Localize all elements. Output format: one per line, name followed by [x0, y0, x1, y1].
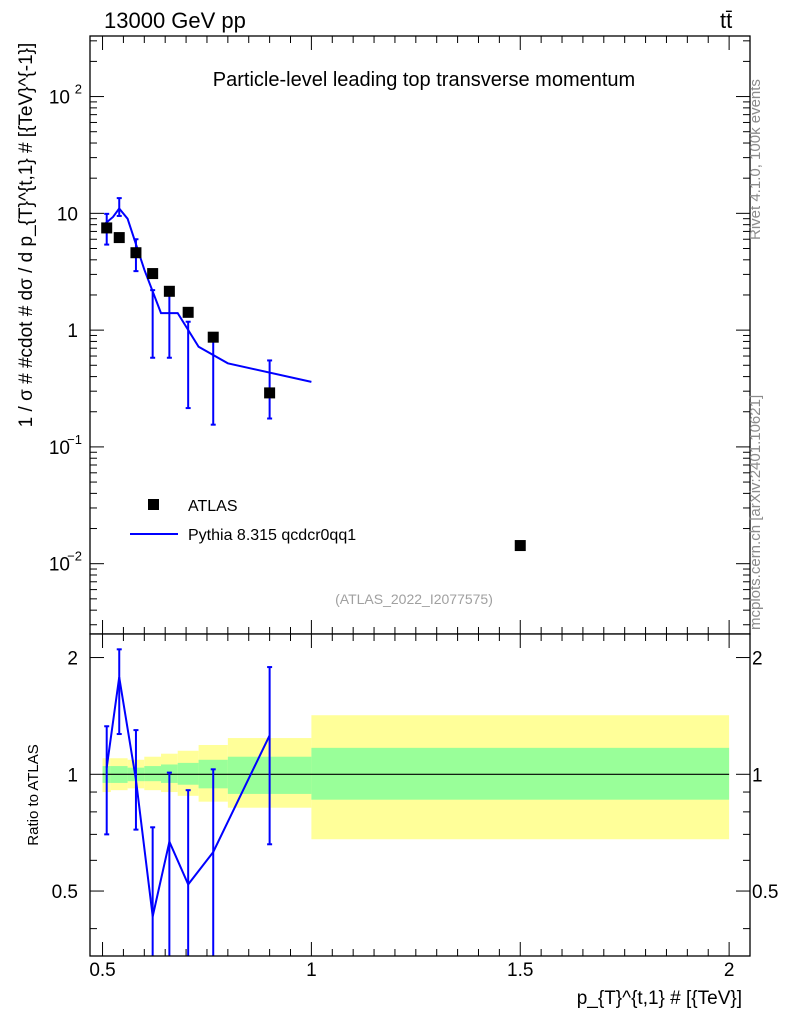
- main-y-tick-label: 10: [57, 204, 78, 225]
- legend-pythia-label: Pythia 8.315 qcdcr0qq1: [188, 527, 356, 544]
- ratio-y-tick-label: 0.5: [52, 882, 78, 903]
- ratio-axis-ticks: 0.5 0.5 1 1 2 2 0.5 1 1.5 2: [52, 634, 778, 981]
- main-y-tick-label-exponent: −1: [67, 432, 82, 447]
- main-panel: [90, 36, 750, 634]
- main-y-tick-label: 10: [49, 555, 70, 576]
- atlas-data-point: [182, 306, 194, 318]
- ratio-ylabel: Ratio to ATLAS: [25, 744, 42, 845]
- main-y-tick-label-exponent: −2: [67, 549, 82, 564]
- analysis-tag: (ATLAS_2022_I2077575): [335, 591, 493, 607]
- main-y-tick-label: 1: [67, 321, 78, 342]
- xlabel: p_{T}^{t,1} # [{TeV}]: [577, 988, 742, 1009]
- x-tick-label: 1.5: [507, 960, 533, 981]
- atlas-data-point: [147, 268, 159, 280]
- ratio-y-tick-label-right: 2: [752, 649, 763, 670]
- uncertainty-band-inner: [144, 766, 162, 782]
- ratio-frame: [89, 633, 751, 957]
- atlas-data-point: [113, 232, 125, 244]
- x-tick-label: 1: [306, 960, 317, 981]
- main-y-tick-label: 10: [49, 438, 70, 459]
- x-tick-label: 2: [724, 960, 735, 981]
- atlas-data-point: [101, 222, 113, 234]
- atlas-data-point: [514, 540, 526, 552]
- legend-atlas-label: ATLAS: [188, 498, 238, 515]
- ratio-y-tick-label-right: 0.5: [752, 882, 778, 903]
- rivet-text: Rivet 4.1.0, 100k events: [747, 79, 764, 240]
- atlas-data-point: [264, 387, 276, 399]
- main-ylabel: 1 / σ # #cdot # dσ / d p_{T}^{t,1} # [{T…: [16, 43, 37, 428]
- legend: ATLAS Pythia 8.315 qcdcr0qq1: [130, 498, 356, 544]
- ratio-y-tick-label: 1: [67, 765, 78, 786]
- atlas-data-point: [163, 285, 175, 297]
- ratio-y-tick-label: 2: [67, 649, 78, 670]
- chart-title: Particle-level leading top transverse mo…: [213, 69, 635, 91]
- source-text: mcplots.cern.ch [arXiv:2401.10621]: [747, 395, 764, 630]
- header-left: 13000 GeV pp: [104, 8, 246, 33]
- legend-atlas-marker: [148, 499, 159, 510]
- atlas-data-point: [130, 247, 142, 259]
- main-y-tick-label-exponent: 2: [75, 82, 82, 97]
- main-y-tick-label: 10: [49, 88, 70, 109]
- header-right: tt̄: [720, 8, 732, 33]
- ratio-y-tick-label-right: 1: [752, 765, 763, 786]
- atlas-data-point: [207, 331, 219, 343]
- x-tick-label: 0.5: [89, 960, 115, 981]
- ratio-line: [105, 677, 271, 917]
